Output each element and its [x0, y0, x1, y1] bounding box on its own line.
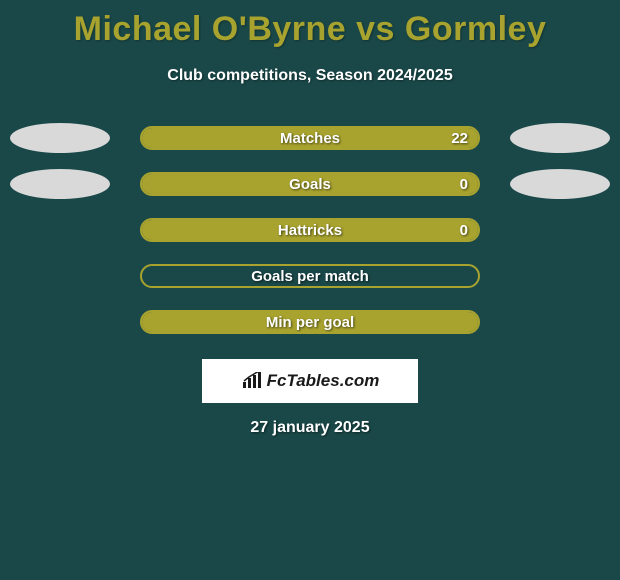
date-label: 27 january 2025 [0, 419, 620, 437]
stat-value: 22 [451, 128, 468, 148]
stat-bar: Min per goal [140, 310, 480, 334]
stat-label: Matches [142, 128, 478, 148]
logo-text: FcTables.com [267, 371, 380, 391]
subtitle: Club competitions, Season 2024/2025 [0, 67, 620, 85]
stat-row: Goals0 [0, 161, 620, 207]
stat-bar: Goals0 [140, 172, 480, 196]
stat-row: Min per goal [0, 299, 620, 345]
stat-label: Goals [142, 174, 478, 194]
stat-value: 0 [460, 220, 468, 240]
player-ellipse-right [510, 123, 610, 153]
player-ellipse-left [10, 169, 110, 199]
stat-row: Hattricks0 [0, 207, 620, 253]
stat-value: 0 [460, 174, 468, 194]
logo-box: FcTables.com [202, 359, 418, 403]
stat-bar: Hattricks0 [140, 218, 480, 242]
stat-label: Goals per match [142, 266, 478, 286]
page-title: Michael O'Byrne vs Gormley [0, 0, 620, 49]
stat-label: Hattricks [142, 220, 478, 240]
stat-label: Min per goal [142, 312, 478, 332]
stat-rows: Matches22Goals0Hattricks0Goals per match… [0, 115, 620, 345]
bar-chart-icon [241, 372, 263, 390]
player-ellipse-right [510, 169, 610, 199]
stat-bar: Goals per match [140, 264, 480, 288]
stat-row: Goals per match [0, 253, 620, 299]
stat-bar: Matches22 [140, 126, 480, 150]
player-ellipse-left [10, 123, 110, 153]
stat-row: Matches22 [0, 115, 620, 161]
